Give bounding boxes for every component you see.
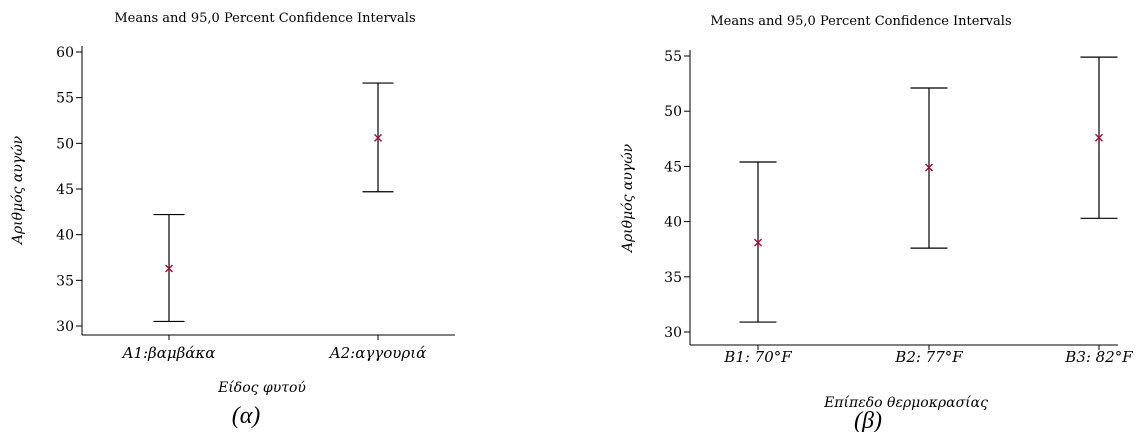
y-tick-label: 50 <box>56 136 74 152</box>
y-ticks: 30 35 40 45 50 55 <box>664 49 690 341</box>
y-ticks: 30 35 40 45 50 55 60 <box>56 45 82 335</box>
y-tick-label: 50 <box>664 104 682 120</box>
plot-area: 30 35 40 45 50 55 B1: 70°F B2: 77°F B3: 82°F <box>664 49 1133 366</box>
x-axis-label: Είδος φυτού <box>217 379 306 396</box>
x-tick-label: B1: 70°F <box>723 348 792 366</box>
x-tick-label: A1:βαμβάκα <box>121 344 216 362</box>
chart-title: Means and 95,0 Percent Confidence Interv… <box>710 14 1011 29</box>
x-tick-label: A2:αγγουριά <box>328 344 426 362</box>
x-tick-label: B2: 77°F <box>894 348 963 366</box>
y-tick-label: 40 <box>664 215 682 231</box>
y-tick-label: 30 <box>56 319 74 335</box>
plot-area: 30 35 40 45 50 55 60 A1:βαμβάκα A2:αγγουριά <box>56 45 455 362</box>
mean-marker <box>754 238 762 247</box>
panel-label: (α) <box>232 403 261 429</box>
error-bars <box>739 56 1118 323</box>
error-bars <box>153 82 394 323</box>
mean-marker <box>1095 133 1103 142</box>
y-axis-label: Αριθμός αυγών <box>10 135 26 246</box>
chart-panel-a: Means and 95,0 Percent Confidence Interv… <box>10 11 455 429</box>
y-tick-label: 30 <box>664 325 682 341</box>
y-tick-label: 45 <box>664 159 682 175</box>
y-tick-label: 45 <box>56 182 74 198</box>
panel-label: (β) <box>854 408 882 432</box>
mean-marker <box>925 163 933 172</box>
mean-marker <box>374 133 382 142</box>
x-axis-label: Επίπεδο θερμοκρασίας <box>823 394 988 411</box>
y-axis-label: Αριθμός αυγών <box>620 143 636 254</box>
chart-title: Means and 95,0 Percent Confidence Interv… <box>114 11 415 26</box>
x-ticks: A1:βαμβάκα A2:αγγουριά <box>121 335 426 362</box>
y-tick-label: 55 <box>664 49 682 65</box>
y-tick-label: 35 <box>56 273 74 289</box>
x-ticks: B1: 70°F B2: 77°F B3: 82°F <box>723 345 1133 366</box>
chart-panel-b: Means and 95,0 Percent Confidence Interv… <box>620 14 1133 432</box>
y-tick-label: 40 <box>56 228 74 244</box>
y-tick-label: 60 <box>56 45 74 61</box>
y-tick-label: 35 <box>664 270 682 286</box>
x-tick-label: B3: 82°F <box>1064 348 1133 366</box>
mean-marker <box>165 264 173 273</box>
y-tick-label: 55 <box>56 91 74 107</box>
